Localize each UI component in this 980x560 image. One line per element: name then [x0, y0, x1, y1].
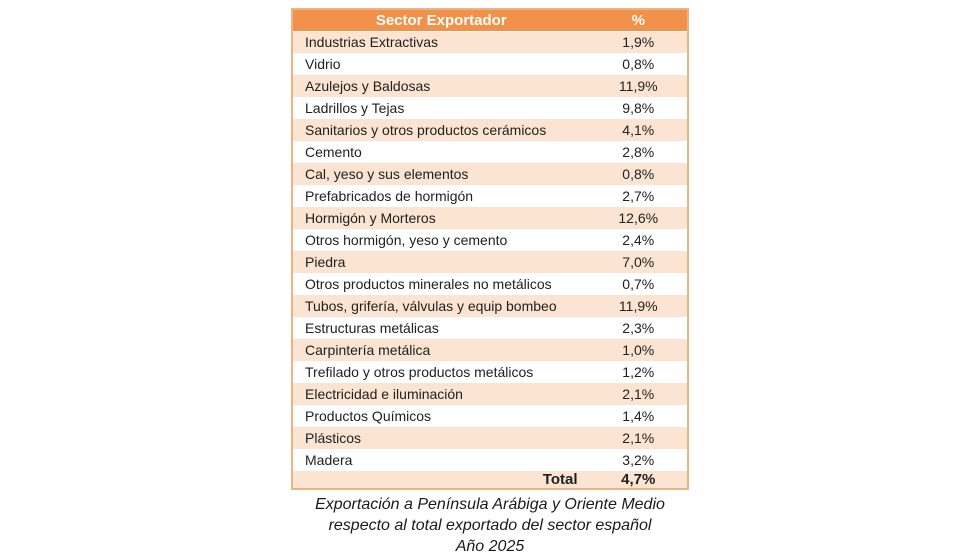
total-row: Total 4,7% — [292, 471, 688, 489]
table-row: Carpintería metálica 1,0% — [292, 339, 688, 361]
table-row: Cal, yeso y sus elementos 0,8% — [292, 163, 688, 185]
percent-cell: 0,8% — [589, 163, 688, 185]
sector-cell: Prefabricados de hormigón — [292, 185, 590, 207]
sector-cell: Madera — [292, 449, 590, 471]
percent-cell: 11,9% — [589, 295, 688, 317]
table-row: Otros hormigón, yeso y cemento 2,4% — [292, 229, 688, 251]
sector-cell: Vidrio — [292, 53, 590, 75]
sector-cell: Carpintería metálica — [292, 339, 590, 361]
table-row: Otros productos minerales no metálicos 0,… — [292, 273, 688, 295]
percent-cell: 1,4% — [589, 405, 688, 427]
sector-cell: Productos Químicos — [292, 405, 590, 427]
sector-cell: Cal, yeso y sus elementos — [292, 163, 590, 185]
table-row: Productos Químicos 1,4% — [292, 405, 688, 427]
table-row: Tubos, grifería, válvulas y equip bombeo… — [292, 295, 688, 317]
table-row: Sanitarios y otros productos cerámicos 4,… — [292, 119, 688, 141]
sector-cell: Piedra — [292, 251, 590, 273]
total-label: Total — [292, 471, 590, 489]
sector-cell: Plásticos — [292, 427, 590, 449]
percent-cell: 11,9% — [589, 75, 688, 97]
table-footer: Total 4,7% — [292, 471, 688, 489]
column-header-sector: Sector Exportador — [292, 9, 590, 32]
percent-cell: 7,0% — [589, 251, 688, 273]
sector-cell: Otros productos minerales no metálicos — [292, 273, 590, 295]
percent-cell: 0,8% — [589, 53, 688, 75]
percent-cell: 2,4% — [589, 229, 688, 251]
sector-cell: Electricidad e iluminación — [292, 383, 590, 405]
sector-cell: Tubos, grifería, válvulas y equip bombeo — [292, 295, 590, 317]
percent-cell: 1,2% — [589, 361, 688, 383]
percent-cell: 12,6% — [589, 207, 688, 229]
total-percent: 4,7% — [589, 471, 688, 489]
sector-cell: Cemento — [292, 141, 590, 163]
percent-cell: 2,1% — [589, 427, 688, 449]
percent-cell: 2,7% — [589, 185, 688, 207]
table-row: Azulejos y Baldosas 11,9% — [292, 75, 688, 97]
sector-cell: Sanitarios y otros productos cerámicos — [292, 119, 590, 141]
table-row: Piedra 7,0% — [292, 251, 688, 273]
percent-cell: 4,1% — [589, 119, 688, 141]
export-table-container: Sector Exportador % Industrias Extractiv… — [291, 8, 689, 490]
caption-line-2: respecto al total exportado del sector e… — [328, 517, 652, 534]
percent-cell: 2,3% — [589, 317, 688, 339]
percent-cell: 9,8% — [589, 97, 688, 119]
table-body: Industrias Extractivas 1,9% Vidrio 0,8% Azul… — [292, 31, 688, 471]
caption-line-3: Año 2025 — [455, 538, 525, 555]
sector-cell: Ladrillos y Tejas — [292, 97, 590, 119]
caption-line-1: Exportación a Península Arábiga y Orient… — [315, 496, 665, 513]
percent-cell: 1,0% — [589, 339, 688, 361]
sector-cell: Hormigón y Morteros — [292, 207, 590, 229]
table-row: Madera 3,2% — [292, 449, 688, 471]
header-row: Sector Exportador % — [292, 9, 688, 32]
table-row: Vidrio 0,8% — [292, 53, 688, 75]
percent-cell: 1,9% — [589, 31, 688, 53]
table-row: Plásticos 2,1% — [292, 427, 688, 449]
table-row: Estructuras metálicas 2,3% — [292, 317, 688, 339]
table-row: Hormigón y Morteros 12,6% — [292, 207, 688, 229]
table-row: Industrias Extractivas 1,9% — [292, 31, 688, 53]
sector-cell: Azulejos y Baldosas — [292, 75, 590, 97]
table-row: Trefilado y otros productos metálicos 1,2… — [292, 361, 688, 383]
table-row: Cemento 2,8% — [292, 141, 688, 163]
sector-cell: Industrias Extractivas — [292, 31, 590, 53]
table-row: Ladrillos y Tejas 9,8% — [292, 97, 688, 119]
table-row: Electricidad e iluminación 2,1% — [292, 383, 688, 405]
column-header-percent: % — [589, 9, 688, 32]
table-caption: Exportación a Península Arábiga y Orient… — [0, 494, 980, 557]
sector-cell: Trefilado y otros productos metálicos — [292, 361, 590, 383]
percent-cell: 3,2% — [589, 449, 688, 471]
percent-cell: 2,8% — [589, 141, 688, 163]
percent-cell: 0,7% — [589, 273, 688, 295]
export-table: Sector Exportador % Industrias Extractiv… — [291, 8, 689, 490]
table-row: Prefabricados de hormigón 2,7% — [292, 185, 688, 207]
table-header: Sector Exportador % — [292, 9, 688, 32]
percent-cell: 2,1% — [589, 383, 688, 405]
sector-cell: Otros hormigón, yeso y cemento — [292, 229, 590, 251]
sector-cell: Estructuras metálicas — [292, 317, 590, 339]
